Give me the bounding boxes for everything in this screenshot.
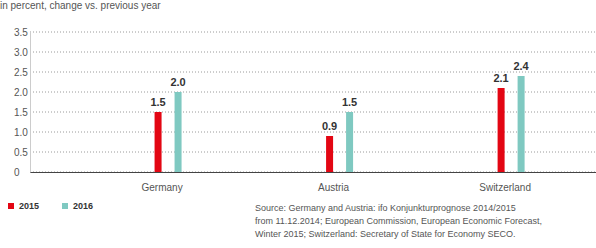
- legend-label: 2015: [19, 201, 39, 211]
- grid-line: [30, 132, 596, 133]
- x-axis-line: [31, 172, 596, 173]
- grid-line: [30, 92, 596, 93]
- y-tick: 1.5: [14, 107, 30, 118]
- grid: [30, 32, 596, 172]
- grid-line: [30, 72, 596, 73]
- y-axis-line: [30, 33, 31, 173]
- y-tick-label: 3.0: [14, 47, 28, 58]
- bar: [175, 92, 182, 172]
- data-label: 0.9: [322, 120, 337, 132]
- y-tick-label: 1.0: [14, 127, 28, 138]
- y-tick-label: 0.5: [14, 147, 28, 158]
- legend-label: 2016: [73, 201, 93, 211]
- data-label: 1.5: [342, 96, 357, 108]
- source-line: Winter 2015; Switzerland: Secretary of S…: [255, 229, 516, 239]
- legend-swatch: [8, 203, 14, 209]
- x-axis: Germany Austria Switzerland: [31, 172, 596, 193]
- x-tick-label: Austria: [318, 182, 350, 193]
- x-tick-label: Switzerland: [479, 182, 531, 193]
- data-labels: 1.5 0.9 2.1 2.0 1.5 2.4: [150, 60, 529, 132]
- source: Source: Germany and Austria: ifo Konjunk…: [255, 203, 542, 239]
- y-axis: 0 0.5 1.0 1.5 2.0 2.5 3.0 3.5: [14, 27, 31, 178]
- chart: in percent, change vs. previous year 0 0.5…: [0, 0, 596, 248]
- data-label: 1.5: [150, 96, 165, 108]
- grid-line: [30, 52, 596, 53]
- data-label: 2.0: [170, 76, 185, 88]
- x-tick: Switzerland: [479, 172, 531, 193]
- grid-line: [30, 112, 596, 113]
- bar: [155, 112, 162, 172]
- bar: [326, 136, 333, 172]
- y-tick-label: 2.0: [14, 87, 28, 98]
- legend-swatch: [62, 203, 68, 209]
- grid-line: [30, 172, 596, 173]
- source-line: Source: Germany and Austria: ifo Konjunk…: [255, 203, 516, 213]
- y-tick-label: 2.5: [14, 67, 28, 78]
- y-tick-label: 0: [14, 167, 20, 178]
- y-tick: 0: [14, 167, 30, 178]
- bar: [518, 76, 525, 172]
- y-tick: 1.0: [14, 127, 30, 138]
- y-tick: 3.0: [14, 47, 30, 58]
- y-tick-label: 1.5: [14, 107, 28, 118]
- grid-line: [30, 152, 596, 153]
- subtitle: in percent, change vs. previous year: [0, 0, 161, 11]
- y-tick: 2.5: [14, 67, 30, 78]
- y-tick: 2.0: [14, 87, 30, 98]
- x-tick: Austria: [318, 172, 350, 193]
- legend: 2015 2016: [8, 201, 93, 211]
- source-line: from 11.12.2014; European Commission, Eu…: [255, 216, 542, 226]
- grid-line: [30, 32, 596, 33]
- x-tick: Germany: [142, 172, 183, 193]
- bar: [346, 112, 353, 172]
- data-label: 2.4: [513, 60, 529, 72]
- y-tick-label: 3.5: [14, 27, 28, 38]
- bar: [498, 88, 505, 172]
- bars: [155, 76, 525, 172]
- y-tick: 0.5: [14, 147, 30, 158]
- data-label: 2.1: [493, 72, 508, 84]
- y-tick: 3.5: [14, 27, 30, 38]
- x-tick-label: Germany: [142, 182, 183, 193]
